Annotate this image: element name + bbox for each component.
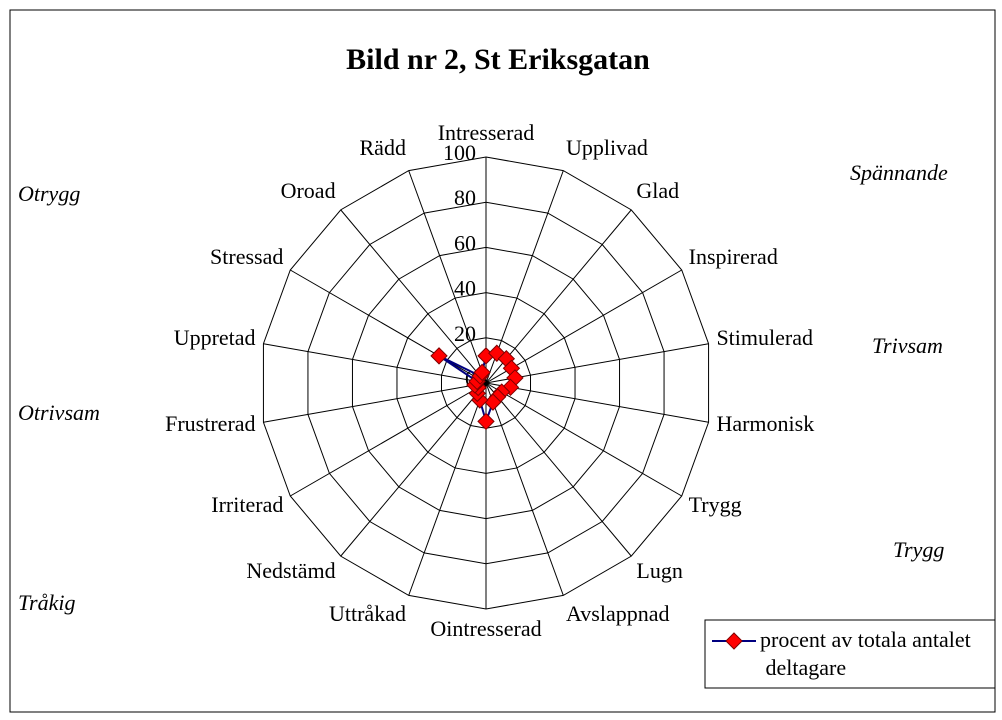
- category-label: Stimulerad: [716, 325, 813, 350]
- spoke: [263, 343, 487, 384]
- annotation: Trygg: [893, 537, 944, 562]
- annotation: Spännande: [850, 160, 948, 185]
- legend-box: [704, 619, 996, 689]
- annotation: Trivsam: [872, 333, 943, 358]
- spoke: [290, 269, 487, 384]
- legend-label: procent av totala antalet deltagare: [760, 627, 971, 680]
- legend-marker: [725, 632, 743, 650]
- category-label: Stressad: [210, 244, 283, 269]
- spoke: [263, 382, 487, 423]
- annotation: Otrygg: [18, 181, 80, 206]
- data-marker: [477, 412, 495, 431]
- spoke: [340, 382, 487, 557]
- category-label: Inspirerad: [689, 244, 778, 269]
- annotation: Tråkig: [18, 590, 75, 615]
- y-tick-label: 60: [454, 230, 476, 255]
- category-label: Irriterad: [211, 492, 283, 517]
- spoke: [485, 269, 682, 384]
- data-marker: [501, 378, 520, 397]
- spoke: [290, 382, 487, 497]
- spoke: [485, 382, 682, 497]
- data-marker: [473, 363, 491, 382]
- data-marker: [430, 347, 448, 365]
- spoke: [485, 382, 709, 423]
- category-label: Harmonisk: [716, 411, 814, 436]
- category-label: Ointresserad: [430, 616, 541, 641]
- category-label: Frustrerad: [165, 411, 255, 436]
- category-label: Nedstämd: [246, 558, 335, 583]
- category-label: Intresserad: [438, 120, 535, 145]
- spoke: [408, 170, 487, 384]
- y-tick-label: 20: [454, 321, 476, 346]
- category-label: Lugn: [636, 558, 682, 583]
- spoke: [340, 209, 487, 384]
- category-label: Upplivad: [566, 135, 648, 160]
- y-tick-label: 100: [443, 140, 476, 165]
- category-label: Trygg: [689, 492, 742, 517]
- y-tick-label: 40: [454, 276, 476, 301]
- spoke: [485, 343, 709, 384]
- chart-title: Bild nr 2, St Eriksgatan: [346, 43, 650, 76]
- category-label: Glad: [636, 178, 679, 203]
- spoke: [485, 382, 564, 596]
- category-label: Uttråkad: [329, 601, 406, 626]
- y-tick-label: 80: [454, 185, 476, 210]
- y-tick-label: 0: [465, 366, 476, 391]
- data-marker: [488, 344, 506, 362]
- category-label: Uppretad: [174, 325, 256, 350]
- category-label: Rädd: [360, 135, 406, 160]
- annotation: Otrivsam: [18, 400, 100, 425]
- spoke: [408, 382, 487, 596]
- category-label: Avslappnad: [566, 601, 669, 626]
- spoke: [485, 382, 632, 557]
- category-label: Oroad: [281, 178, 336, 203]
